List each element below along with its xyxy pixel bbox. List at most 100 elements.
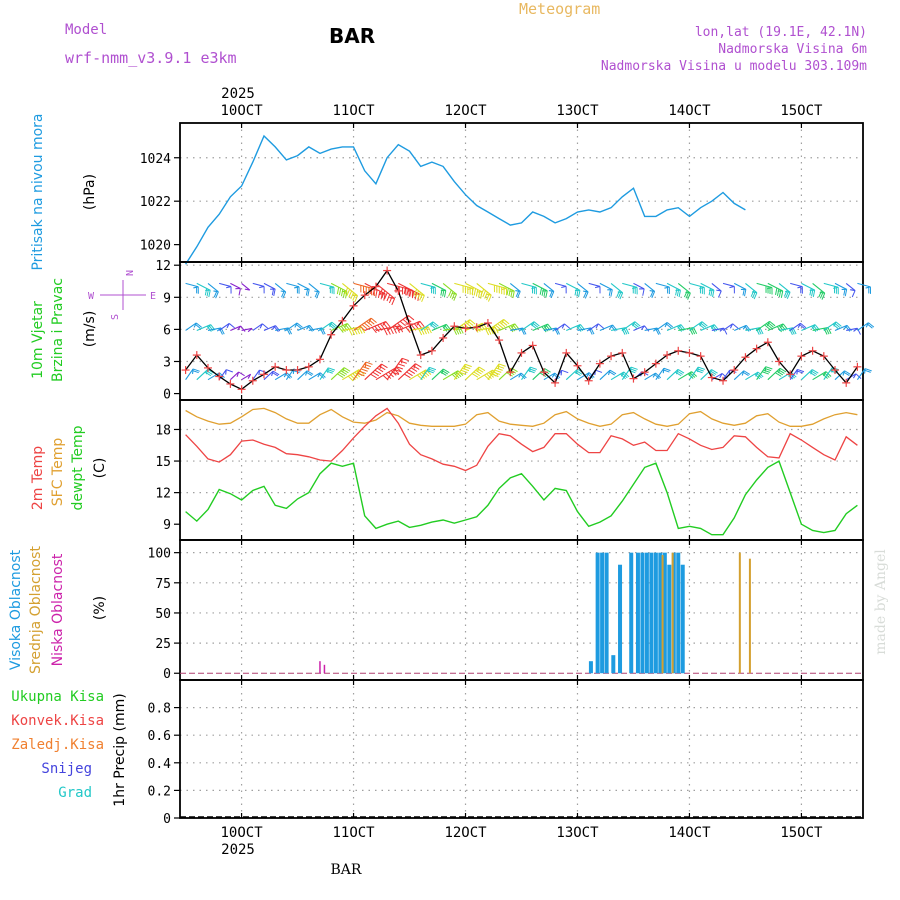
wind-speed-marker — [831, 366, 840, 375]
wind-barb — [845, 282, 856, 298]
wind-speed-marker — [226, 379, 235, 388]
temp-unit: (C) — [92, 458, 108, 479]
wind-barb — [510, 327, 527, 335]
wind-barb — [454, 319, 476, 331]
high-cloud-bar — [649, 552, 654, 674]
wind-barb — [823, 321, 842, 331]
top-date-label: 12OCT — [444, 103, 487, 119]
wind-barb — [454, 282, 474, 296]
wind-barb — [263, 282, 276, 297]
wind-barb — [252, 369, 267, 380]
wind-barb — [409, 282, 425, 303]
wind-barb — [554, 282, 567, 294]
compass-rose: W E N S — [88, 270, 156, 320]
y-tick-label: 100 — [148, 547, 171, 562]
cloud-label-3: Niska Oblacnost — [50, 553, 66, 666]
wind-barb — [733, 282, 747, 297]
wind-barb — [666, 368, 685, 381]
wind-speed-marker — [282, 366, 291, 375]
temp2m-line — [185, 407, 858, 472]
cloud-panel: 0 25 50 75 100 — [148, 539, 864, 682]
mid-cloud-bar — [738, 552, 741, 674]
precip-legend-item: Grad — [58, 785, 92, 801]
wind-speed-marker — [775, 357, 784, 366]
wind-speed-marker — [461, 324, 470, 333]
y-tick-label: 50 — [155, 607, 171, 622]
wind-speed-marker — [215, 372, 224, 381]
wind-speed-marker — [853, 362, 862, 371]
wind-barb — [857, 322, 875, 331]
wind-barb — [756, 366, 773, 380]
y-tick-label: 0.2 — [148, 784, 171, 799]
wind-speed-marker — [181, 366, 190, 375]
wind-barb — [756, 320, 776, 331]
wind-speed-marker — [685, 348, 694, 357]
wind-barb — [610, 282, 624, 300]
compass-east: E — [150, 291, 156, 302]
wind-barb — [834, 282, 848, 297]
high-cloud-bar — [588, 661, 593, 674]
wind-barb — [532, 282, 548, 298]
wind-speed-marker — [741, 353, 750, 362]
wind-barb — [409, 369, 432, 381]
panel-frame — [179, 679, 864, 819]
wind-barb — [554, 323, 571, 331]
bottom-date-label: 13OCT — [556, 825, 599, 841]
panel-frame — [179, 539, 864, 681]
wind-speed-marker — [416, 351, 425, 360]
y-tick-label: 0.8 — [148, 702, 171, 717]
model-name: wrf-nmm_v3.9.1 e3km — [65, 49, 237, 67]
wind-barb — [543, 372, 561, 381]
wind-barb — [330, 282, 348, 299]
wind-barb — [230, 371, 245, 381]
y-tick-label: 3 — [163, 355, 171, 370]
elevation-label: Nadmorska Visina 6m — [718, 42, 867, 57]
wind-barb — [185, 368, 200, 380]
wind-speed-marker — [595, 359, 604, 368]
wind-speed-marker — [584, 376, 593, 385]
wind-speed-marker — [719, 376, 728, 385]
y-tick-label: 0 — [163, 388, 171, 403]
precip-legend: Ukupna Kisa Konvek.Kisa Zaledj.Kisa Snijeg G… — [11, 689, 104, 801]
y-tick-label: 6 — [163, 323, 171, 338]
dewpoint-line — [185, 460, 858, 536]
y-tick-label: 0 — [163, 812, 171, 827]
y-tick-label: 18 — [155, 423, 171, 438]
wind-barb — [319, 282, 335, 295]
wind-barb — [241, 327, 253, 333]
top-date-ticks: 10OCT 11OCT 12OCT 13OCT 14OCT 15OCT — [221, 103, 824, 119]
wind-speed-marker — [696, 352, 705, 361]
wind-speed-marker — [203, 363, 212, 372]
footer-station: BAR — [331, 862, 362, 878]
high-cloud-bar — [640, 552, 645, 674]
wind-barb — [622, 282, 638, 295]
y-tick-label: 9 — [163, 518, 171, 533]
wind-barb — [857, 282, 872, 294]
wind-barb — [319, 321, 338, 331]
wind-barb — [633, 282, 645, 296]
wind-barb — [588, 323, 604, 331]
pressure-panel: 1020 1022 1024 — [140, 122, 864, 265]
wind-speed-marker — [629, 374, 638, 383]
wind-barb — [633, 325, 650, 332]
station-title: BAR — [329, 24, 375, 48]
wind-speed-marker — [517, 348, 526, 357]
wind-speed-marker — [674, 346, 683, 355]
wind-barb — [476, 282, 492, 302]
wind-barb — [521, 366, 538, 380]
wind-barb — [398, 320, 425, 334]
wind-barb — [196, 282, 211, 298]
wind-barb — [207, 282, 219, 299]
coords-label: lon,lat (19.1E, 42.1N) — [695, 25, 867, 40]
wind-barb — [386, 357, 409, 380]
temp-label-3: dewpt Temp — [70, 425, 86, 510]
wind-barb — [364, 363, 388, 381]
wind-speed-marker — [506, 368, 515, 377]
wind-speed-marker — [450, 322, 459, 331]
y-tick-label: 15 — [155, 455, 171, 470]
wind-barb — [521, 282, 537, 295]
wind-barb — [823, 282, 839, 295]
wind-barb — [487, 318, 510, 332]
wind-barb — [789, 322, 807, 331]
